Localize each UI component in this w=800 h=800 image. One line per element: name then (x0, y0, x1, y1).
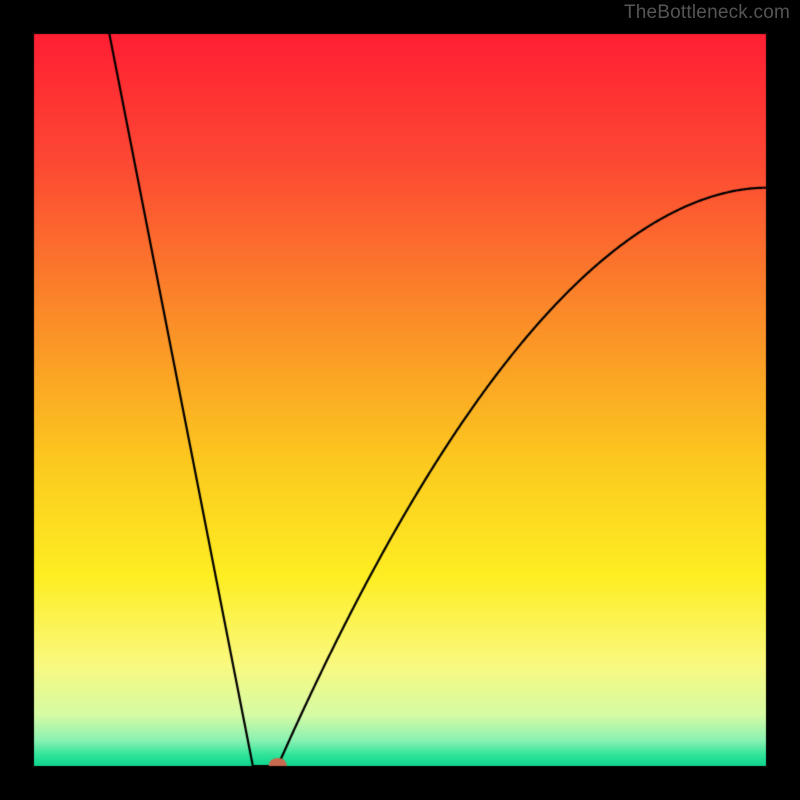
bottleneck-canvas (0, 0, 800, 800)
chart-stage: TheBottleneck.com (0, 0, 800, 800)
watermark-text: TheBottleneck.com (624, 2, 790, 24)
